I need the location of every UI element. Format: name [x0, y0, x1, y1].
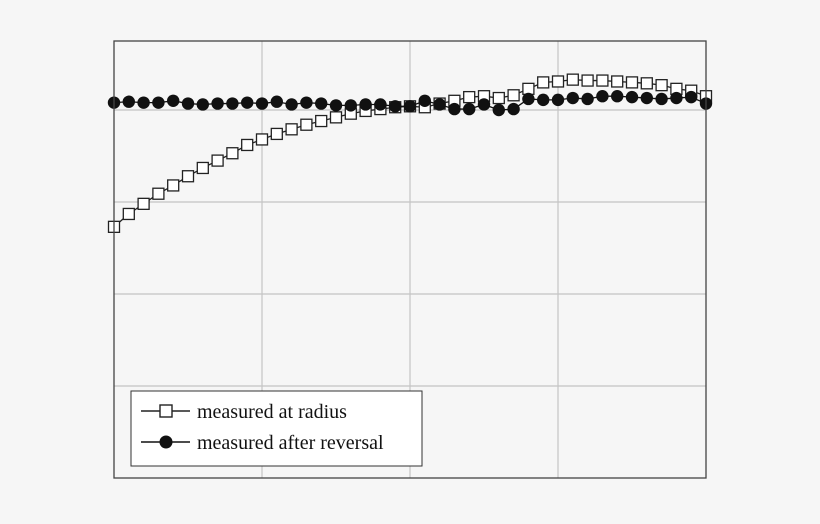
legend-entry-measured-at-radius: measured at radius	[141, 401, 347, 423]
data-point-circle	[463, 102, 476, 116]
legend-label-measured-at-radius: measured at radius	[197, 401, 347, 423]
data-point-circle	[181, 97, 195, 110]
data-point-circle	[374, 98, 387, 111]
data-point-circle	[477, 98, 491, 111]
data-point-circle	[122, 95, 135, 108]
data-point-square	[181, 170, 195, 183]
data-point-square	[137, 197, 150, 210]
data-point-circle	[492, 103, 505, 117]
data-point-circle	[329, 99, 343, 112]
grid-lines	[114, 41, 706, 478]
data-point-square	[581, 74, 594, 87]
data-point-circle	[596, 90, 609, 103]
data-point-circle	[507, 102, 520, 116]
data-point-square	[167, 179, 180, 192]
data-point-square	[655, 79, 668, 92]
data-point-square	[522, 82, 535, 95]
legend-marker-open-square	[159, 404, 173, 418]
legend-label-measured-after-reversal: measured after reversal	[197, 432, 384, 454]
data-point-circle	[241, 96, 254, 109]
data-point-circle	[670, 91, 683, 105]
data-point-square	[640, 77, 653, 90]
data-point-square	[285, 123, 298, 136]
plot-area-frame	[113, 40, 707, 479]
data-point-square	[566, 73, 579, 86]
data-point-circle	[152, 96, 165, 109]
data-point-square	[122, 207, 135, 221]
data-point-circle	[137, 96, 150, 109]
data-point-square	[507, 89, 520, 102]
data-point-circle	[270, 95, 283, 108]
data-point-circle	[300, 96, 313, 109]
data-point-circle	[433, 98, 446, 111]
legend: measured at radius measured after revers…	[130, 390, 423, 467]
data-point-square	[270, 127, 283, 141]
data-point-circle	[344, 99, 357, 112]
legend-box	[130, 390, 423, 467]
data-point-circle	[255, 97, 269, 110]
data-point-circle	[418, 94, 431, 108]
data-point-square	[241, 138, 254, 152]
legend-entry-measured-after-reversal: measured after reversal	[141, 432, 384, 454]
data-point-circle	[211, 97, 224, 110]
data-point-circle	[581, 92, 594, 106]
data-point-square	[537, 76, 550, 89]
data-point-square	[152, 187, 165, 200]
data-point-circle	[551, 93, 565, 107]
data-point-circle	[359, 98, 372, 111]
data-point-square	[551, 75, 565, 88]
series-measured-after-reversal	[107, 90, 713, 117]
data-point-square	[492, 91, 505, 105]
data-point-circle	[611, 90, 624, 103]
data-point-circle	[625, 90, 639, 104]
data-point-circle	[315, 97, 328, 110]
data-point-circle	[640, 91, 653, 105]
data-point-square	[625, 76, 639, 89]
data-point-circle	[285, 98, 298, 111]
data-point-square	[611, 75, 624, 88]
data-point-circle	[537, 93, 550, 107]
data-point-circle	[655, 92, 668, 106]
data-point-square	[329, 111, 343, 124]
data-point-square	[255, 133, 269, 146]
data-point-square	[226, 147, 239, 160]
data-point-square	[596, 74, 609, 87]
data-point-circle	[448, 102, 461, 116]
data-point-circle	[167, 94, 180, 108]
data-point-square	[300, 118, 313, 131]
data-point-circle	[566, 91, 579, 105]
data-point-square	[196, 161, 209, 175]
legend-marker-filled-circle	[159, 435, 173, 449]
data-point-circle	[685, 90, 698, 104]
data-point-square	[315, 114, 328, 128]
data-point-circle	[403, 100, 417, 113]
data-point-circle	[226, 97, 239, 110]
data-point-circle	[196, 98, 209, 111]
data-point-square	[211, 154, 224, 167]
data-point-circle	[389, 100, 402, 113]
data-point-circle	[522, 92, 535, 106]
data-point-square	[463, 90, 476, 104]
